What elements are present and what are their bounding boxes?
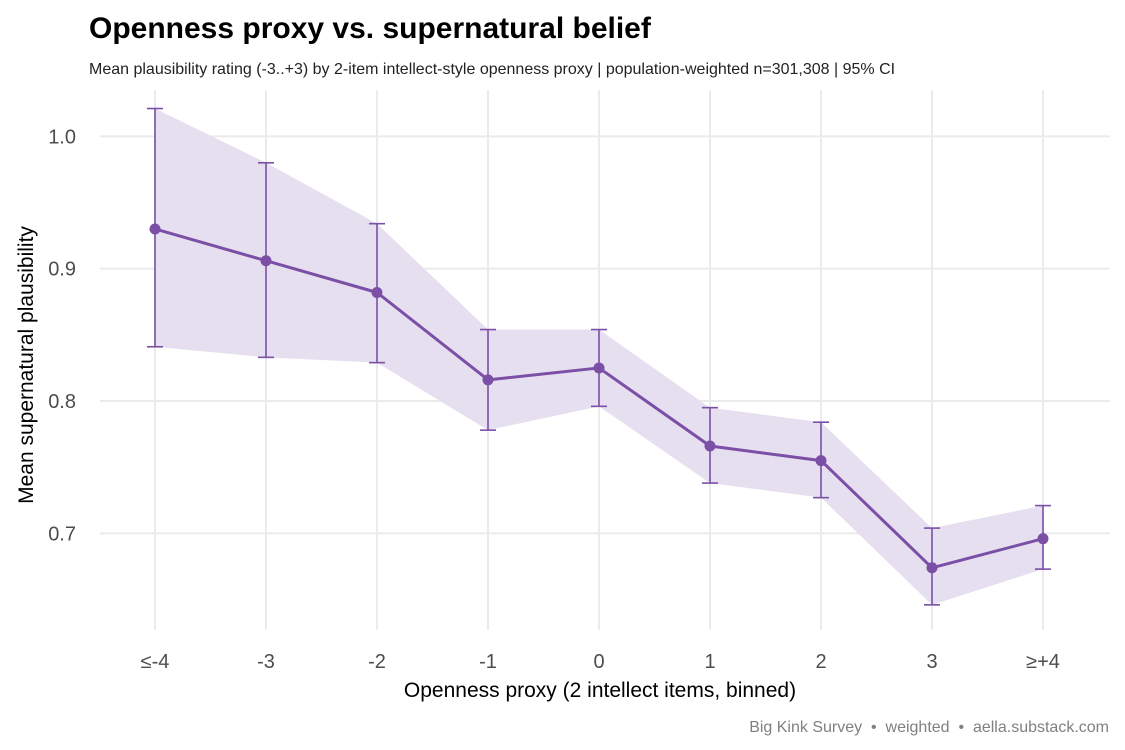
x-tick-label: -1	[479, 651, 497, 673]
x-tick-label: ≤-4	[141, 651, 170, 673]
x-tick-label: 1	[704, 651, 715, 673]
chart-caption: Big Kink Survey • weighted • aella.subst…	[749, 719, 1109, 736]
x-tick-label: ≥+4	[1026, 651, 1060, 673]
data-points	[149, 223, 1049, 574]
x-axis-title: Openness proxy (2 intellect items, binne…	[404, 679, 796, 702]
chart-subtitle: Mean plausibility rating (-3..+3) by 2-i…	[89, 61, 895, 78]
data-point	[260, 255, 272, 267]
data-point	[704, 440, 716, 452]
x-tick-label: 2	[815, 651, 826, 673]
y-axis-ticks: 0.7 0.8 0.9 1.0	[48, 126, 76, 545]
y-tick-label: 0.7	[48, 523, 76, 545]
data-point	[482, 374, 494, 386]
data-point	[926, 562, 938, 574]
x-tick-label: 0	[593, 651, 604, 673]
x-tick-label: 3	[926, 651, 937, 673]
x-axis-ticks: ≤-4 -3 -2 -1 0 1 2 3 ≥+4	[141, 651, 1060, 673]
y-tick-label: 0.8	[48, 391, 76, 413]
data-point	[149, 223, 161, 235]
y-axis-title: Mean supernatural plausibility	[15, 226, 38, 504]
x-tick-label: -3	[257, 651, 275, 673]
y-tick-label: 1.0	[48, 126, 76, 148]
chart-title: Openness proxy vs. supernatural belief	[89, 12, 652, 45]
data-point	[371, 287, 383, 298]
data-point	[815, 455, 827, 467]
y-tick-label: 0.9	[48, 259, 76, 281]
data-point	[1037, 533, 1049, 545]
x-tick-label: -2	[368, 651, 386, 673]
data-point	[593, 362, 605, 374]
